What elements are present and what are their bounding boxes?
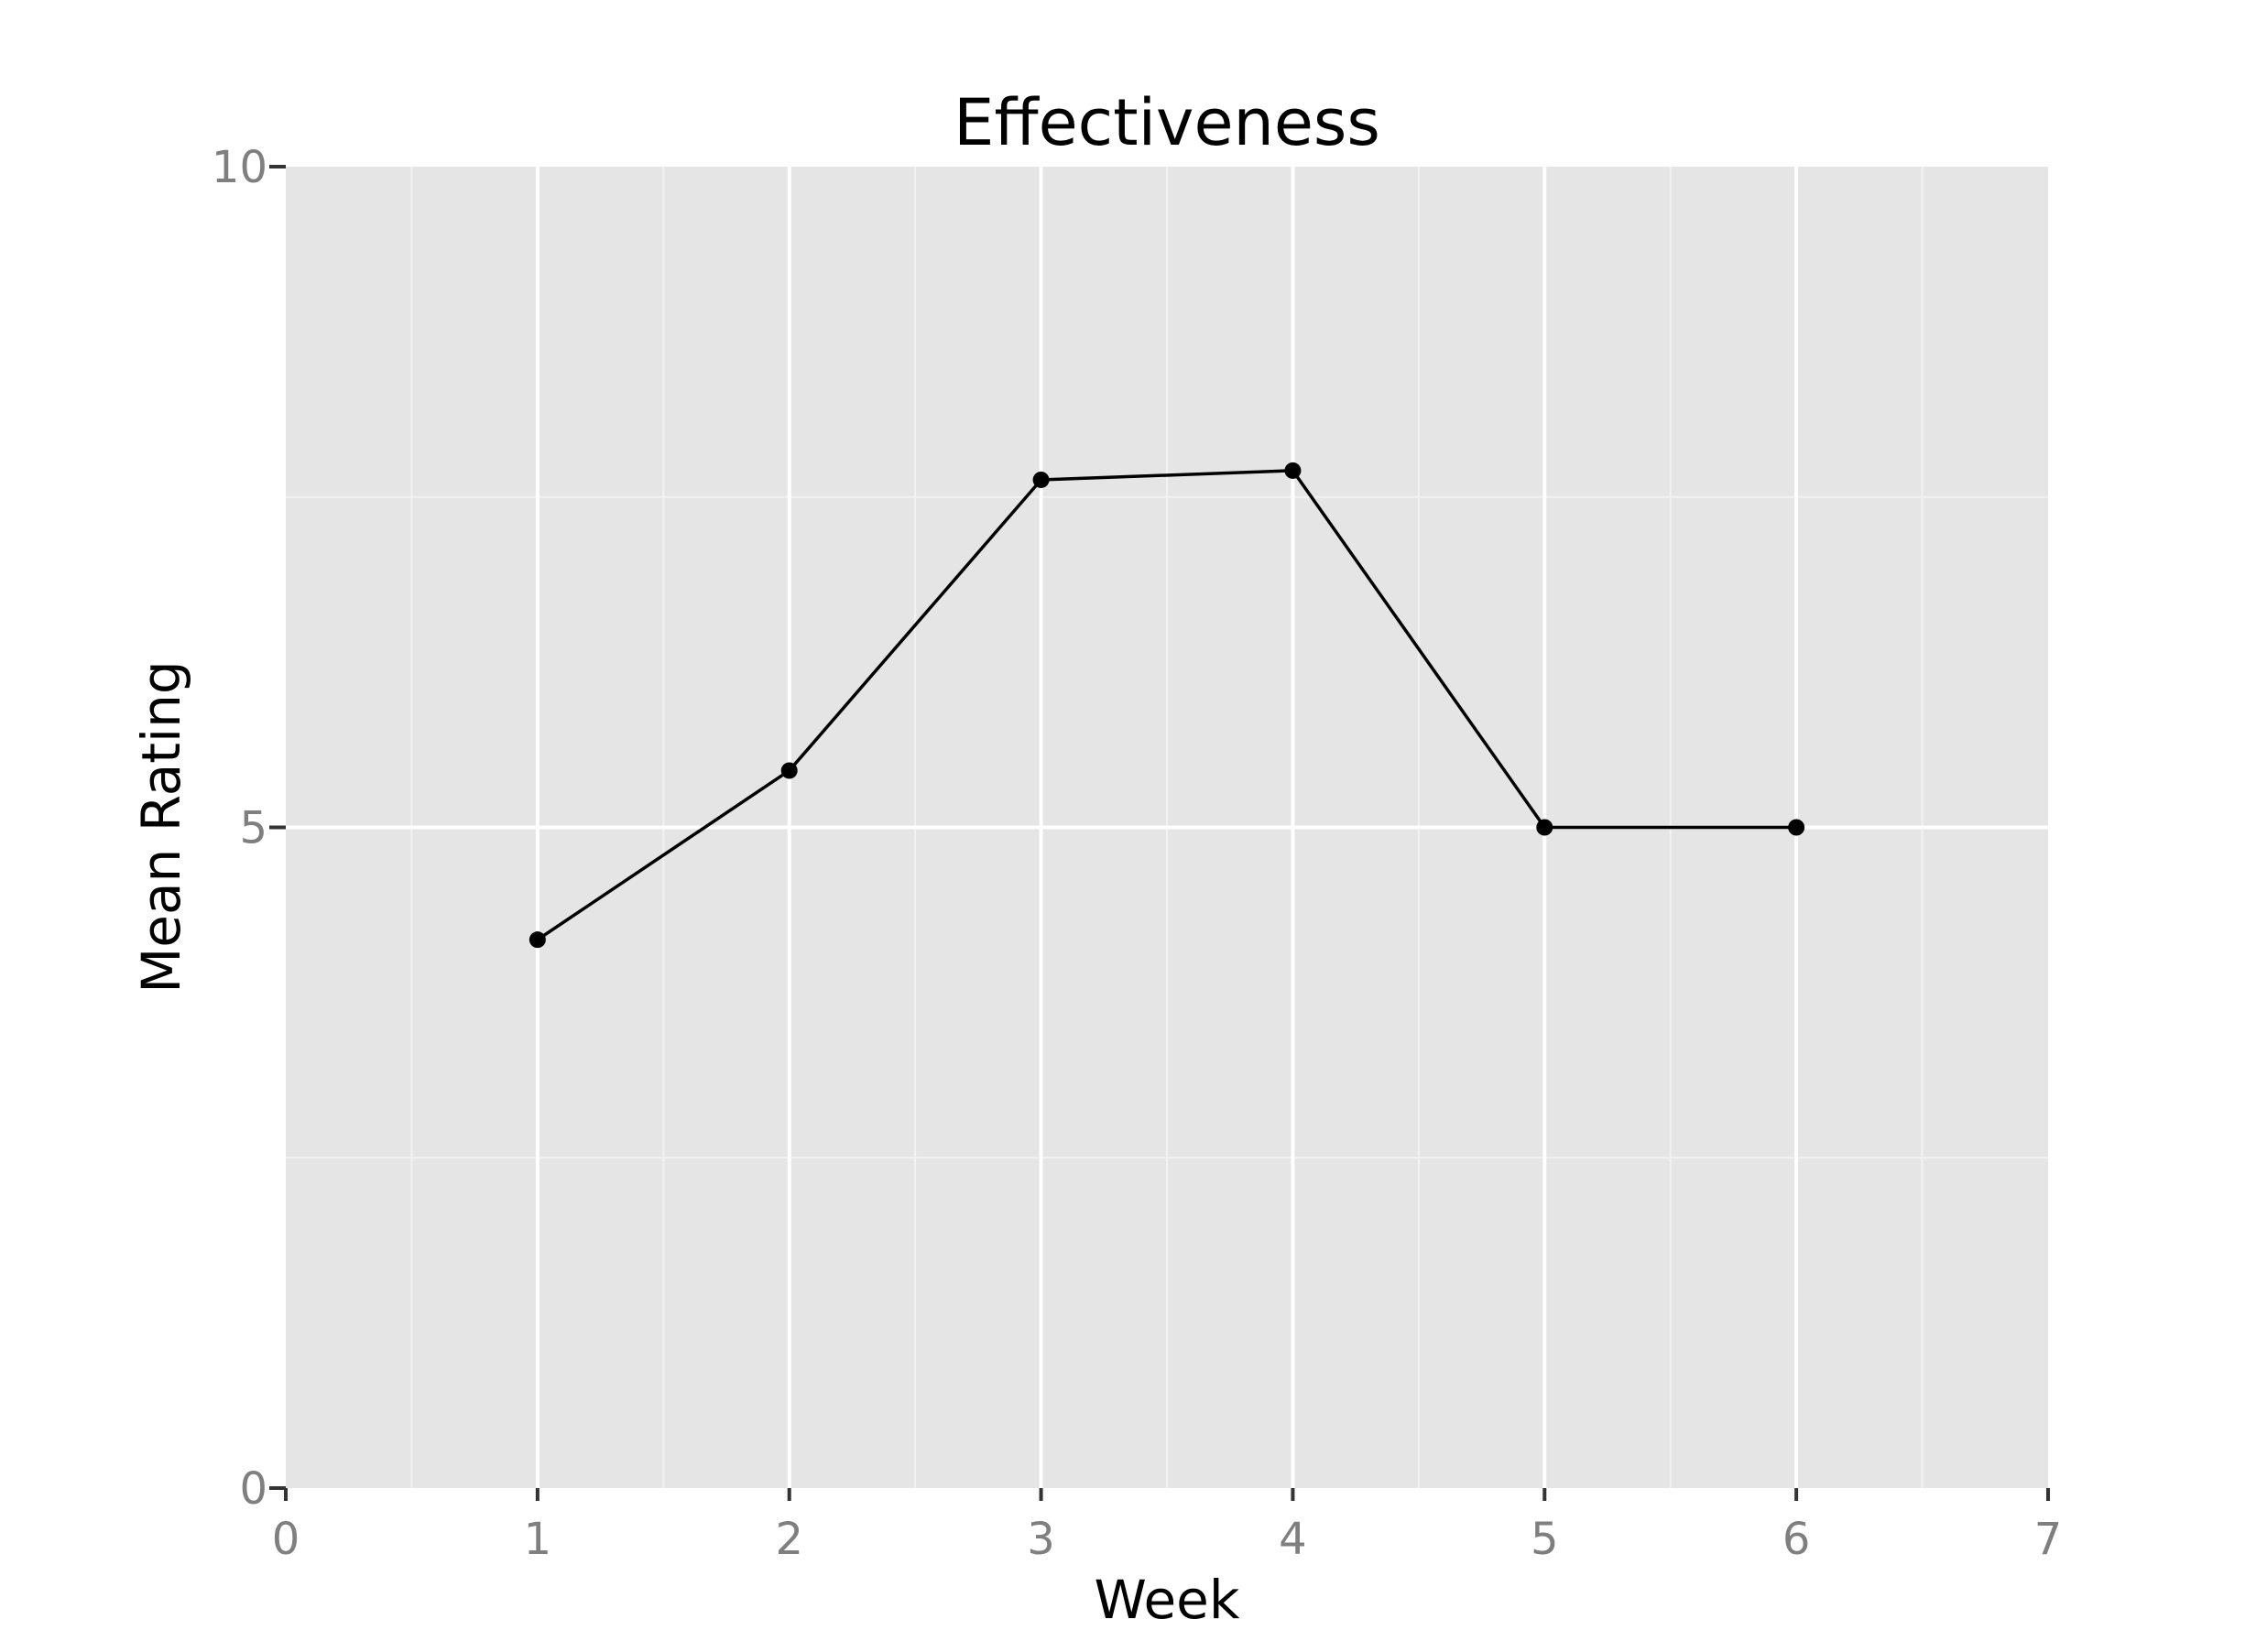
data-point bbox=[780, 762, 798, 779]
y-tick-labels: 0 5 10 bbox=[212, 142, 267, 1515]
x-axis-title: Week bbox=[1095, 1569, 1240, 1631]
x-tick-label: 1 bbox=[524, 1514, 552, 1565]
data-point bbox=[1032, 471, 1050, 488]
y-tick-label: 10 bbox=[212, 142, 267, 193]
x-tick-label: 3 bbox=[1027, 1514, 1055, 1565]
x-tick-label: 6 bbox=[1782, 1514, 1811, 1565]
x-tick-label: 2 bbox=[775, 1514, 803, 1565]
chart-title: Effectiveness bbox=[954, 85, 1380, 160]
x-tick-labels: 0 1 2 3 4 5 6 7 bbox=[272, 1514, 2063, 1565]
data-point bbox=[1788, 819, 1805, 836]
data-point bbox=[1284, 462, 1302, 479]
data-point bbox=[1536, 819, 1553, 836]
y-tick-label: 5 bbox=[239, 803, 267, 854]
axis-tick-marks bbox=[269, 165, 2050, 1501]
x-tick-label: 5 bbox=[1531, 1514, 1559, 1565]
y-axis-title: Mean Rating bbox=[130, 660, 192, 993]
x-tick-label: 7 bbox=[2034, 1514, 2063, 1565]
series-layer bbox=[529, 462, 1805, 949]
data-point bbox=[529, 931, 546, 949]
x-tick-label: 4 bbox=[1279, 1514, 1307, 1565]
x-tick-label: 0 bbox=[272, 1514, 300, 1565]
series-line bbox=[536, 469, 1797, 941]
y-tick-label: 0 bbox=[239, 1463, 267, 1515]
